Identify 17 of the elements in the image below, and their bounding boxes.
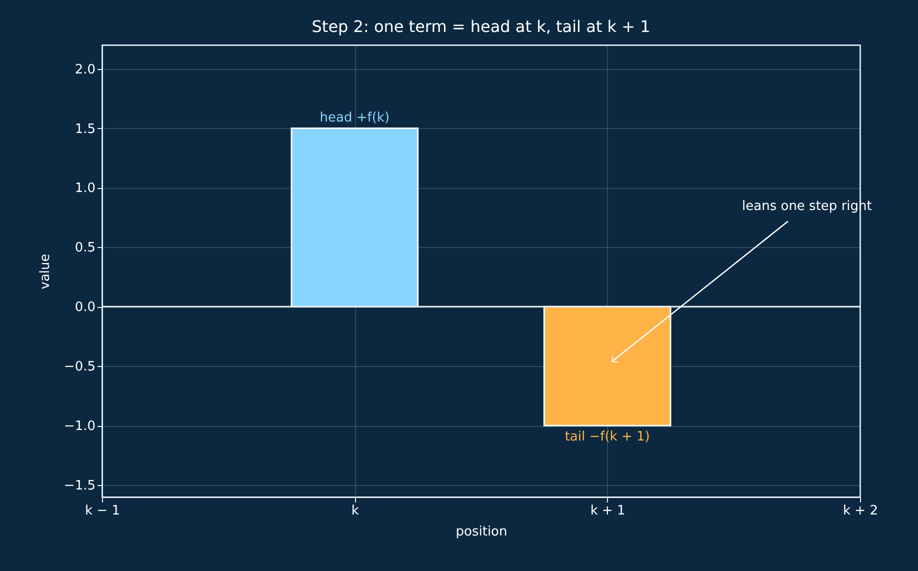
y-tick-label: 2.0 bbox=[74, 62, 96, 78]
y-tick-label: 1.0 bbox=[74, 181, 96, 196]
y-tick-label: −1.0 bbox=[64, 419, 96, 434]
y-tick-label: 0.5 bbox=[74, 240, 96, 256]
x-tick-label: k bbox=[351, 504, 360, 518]
x-tick-label: k − 1 bbox=[85, 504, 120, 518]
y-tick-label: 1.5 bbox=[74, 122, 96, 137]
annotation: head +f(k) bbox=[320, 110, 390, 126]
x-tick-label: k + 1 bbox=[590, 504, 626, 518]
x-axis-title: position bbox=[456, 524, 508, 540]
annotation: tail −f(k + 1) bbox=[564, 430, 650, 445]
y-axis-title: value bbox=[38, 254, 53, 290]
y-tick-label: 0.0 bbox=[74, 300, 96, 316]
chart-title: Step 2: one term = head at k, tail at k + 1 bbox=[312, 17, 650, 36]
y-tick-label: −0.5 bbox=[64, 360, 96, 375]
y-tick-label: −1.5 bbox=[64, 478, 96, 494]
x-tick-label: k + 2 bbox=[843, 504, 878, 518]
